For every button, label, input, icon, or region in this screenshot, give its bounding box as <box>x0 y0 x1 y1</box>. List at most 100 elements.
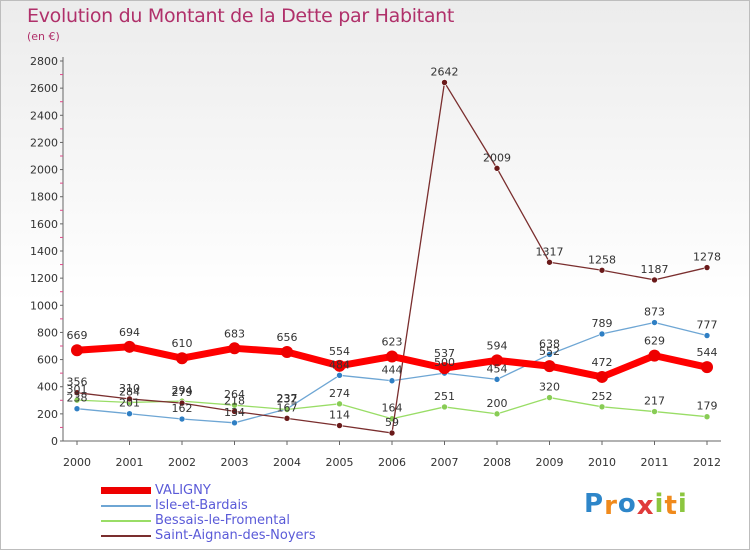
data-point-isle-et-bardais <box>73 405 81 413</box>
data-label-bessais-le-fromental: 274 <box>329 387 350 400</box>
data-point-bessais-le-fromental <box>703 413 711 421</box>
data-label-isle-et-bardais: 134 <box>224 406 245 419</box>
logo-letter: r <box>604 491 618 521</box>
proxiti-logo: Proxiti <box>584 489 688 521</box>
data-point-bessais-le-fromental <box>283 406 291 413</box>
data-point-valigny <box>228 342 241 355</box>
data-label-valigny: 610 <box>172 337 193 350</box>
legend-swatch-saint-aignan-des-noyers <box>101 535 151 537</box>
data-label-saint-aignan-des-noyers: 1258 <box>588 253 616 266</box>
data-label-valigny: 554 <box>329 345 350 358</box>
data-label-bessais-le-fromental: 164 <box>382 402 403 415</box>
y-tick-label: 1000 <box>30 299 58 312</box>
data-label-isle-et-bardais: 454 <box>487 362 508 375</box>
data-label-bessais-le-fromental: 301 <box>67 383 88 396</box>
legend-swatch-bessais-le-fromental <box>101 520 151 522</box>
data-point-valigny <box>333 359 346 372</box>
data-point-valigny <box>123 340 136 353</box>
data-label-isle-et-bardais: 484 <box>329 358 350 371</box>
data-point-valigny <box>71 344 83 357</box>
data-point-valigny <box>386 350 398 363</box>
y-tick-label: 400 <box>37 381 58 394</box>
y-ticks: 0 200 400 600 800 1000 1200 1400 1600 1800 2000 220… <box>30 55 63 448</box>
x-tick-label: 2006 <box>378 456 406 469</box>
data-label-isle-et-bardais: 500 <box>434 356 455 369</box>
data-label-saint-aignan-des-noyers: 167 <box>277 401 298 414</box>
y-tick-label: 2000 <box>30 164 58 177</box>
y-tick-label: 2800 <box>30 55 58 68</box>
legend-label-bessais-le-fromental: Bessais-le-Fromental <box>155 513 290 528</box>
chart-unit-label: (en €) <box>27 30 60 43</box>
data-label-valigny: 669 <box>67 329 88 342</box>
data-point-isle-et-bardais <box>178 415 186 423</box>
y-tick-label: 600 <box>37 354 58 367</box>
y-tick-label: 2400 <box>30 109 58 122</box>
data-label-bessais-le-fromental: 232 <box>277 393 298 406</box>
data-label-isle-et-bardais: 777 <box>697 319 718 332</box>
data-point-saint-aignan-des-noyers <box>126 395 133 403</box>
data-label-valigny: 472 <box>592 356 613 369</box>
data-label-valigny: 537 <box>434 347 455 360</box>
data-point-saint-aignan-des-noyers <box>546 258 553 266</box>
data-label-bessais-le-fromental: 264 <box>224 388 245 401</box>
data-point-valigny <box>648 349 661 362</box>
data-point-isle-et-bardais <box>126 410 133 418</box>
data-point-valigny <box>543 360 556 373</box>
x-tick-label: 2001 <box>116 456 144 469</box>
data-point-saint-aignan-des-noyers <box>651 276 658 284</box>
x-ticks: 2000 2001 2002 2003 2004 2005 2006 2007 2008 2009… <box>63 441 721 469</box>
data-label-saint-aignan-des-noyers: 218 <box>224 394 245 407</box>
data-label-isle-et-bardais: 237 <box>277 392 298 405</box>
data-point-saint-aignan-des-noyers <box>231 408 238 415</box>
logo-letter: o <box>617 489 637 519</box>
x-tick-label: 2012 <box>693 456 721 469</box>
x-tick-label: 2000 <box>63 456 91 469</box>
data-point-bessais-le-fromental <box>651 408 658 415</box>
data-point-valigny <box>438 362 451 375</box>
data-point-valigny <box>491 354 503 367</box>
data-label-isle-et-bardais: 162 <box>172 402 193 415</box>
y-tick-label: 0 <box>51 435 58 448</box>
data-label-isle-et-bardais: 638 <box>539 337 560 350</box>
y-tick-label: 800 <box>37 326 58 339</box>
data-label-saint-aignan-des-noyers: 59 <box>385 416 399 429</box>
data-label-isle-et-bardais: 444 <box>382 364 403 377</box>
data-point-bessais-le-fromental <box>493 410 501 418</box>
data-label-isle-et-bardais: 238 <box>67 392 88 405</box>
data-label-valigny: 694 <box>119 326 140 339</box>
data-labels: 238 201 162 134 237 484 444 500 454 638 789 873 777 3… <box>67 65 722 429</box>
data-label-saint-aignan-des-noyers: 1187 <box>641 263 669 276</box>
logo-letter: P <box>584 489 605 519</box>
x-tick-label: 2009 <box>536 456 564 469</box>
data-label-valigny: 656 <box>277 331 298 344</box>
data-label-bessais-le-fromental: 179 <box>697 400 718 413</box>
x-tick-label: 2011 <box>641 456 669 469</box>
chart-title: Evolution du Montant de la Dette par Hab… <box>27 5 455 27</box>
data-point-isle-et-bardais <box>651 319 658 326</box>
data-label-bessais-le-fromental: 252 <box>592 390 613 403</box>
data-point-isle-et-bardais <box>703 332 711 339</box>
y-tick-label: 2200 <box>30 136 58 149</box>
data-label-valigny: 683 <box>224 327 245 340</box>
data-point-bessais-le-fromental <box>598 403 606 411</box>
data-point-isle-et-bardais <box>336 372 343 379</box>
data-point-bessais-le-fromental <box>73 396 81 404</box>
data-point-isle-et-bardais <box>546 351 553 358</box>
data-point-isle-et-bardais <box>388 377 396 385</box>
legend-swatch-isle-et-bardais <box>101 505 151 507</box>
data-point-saint-aignan-des-noyers <box>178 399 186 407</box>
data-point-bessais-le-fromental <box>546 394 553 401</box>
x-tick-label: 2010 <box>588 456 616 469</box>
data-label-valigny: 594 <box>487 339 508 352</box>
data-point-saint-aignan-des-noyers <box>388 429 396 437</box>
logo-letter: i <box>654 489 665 519</box>
data-point-bessais-le-fromental <box>441 403 448 411</box>
data-label-saint-aignan-des-noyers: 1278 <box>693 251 721 264</box>
data-label-valigny: 544 <box>697 346 718 359</box>
data-label-saint-aignan-des-noyers: 2009 <box>483 151 511 164</box>
data-label-bessais-le-fromental: 284 <box>119 385 140 398</box>
data-label-saint-aignan-des-noyers: 279 <box>172 386 193 399</box>
data-label-isle-et-bardais: 789 <box>592 317 613 330</box>
